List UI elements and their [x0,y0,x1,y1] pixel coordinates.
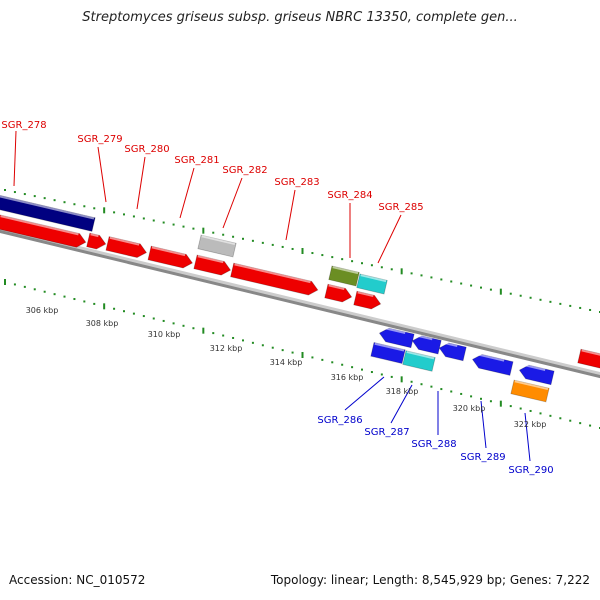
forward-gene-label[interactable]: SGR_281 [174,155,219,166]
reverse-gene-label[interactable]: SGR_286 [317,415,362,426]
genome-backbone [0,226,600,379]
reverse-gene-label[interactable]: SGR_290 [508,465,553,476]
forward-leader-line [136,156,146,210]
reverse-leader-line [524,412,531,462]
forward-leader-line [179,167,195,219]
forward-gene-label[interactable]: SGR_278 [1,120,46,131]
forward-gene-label[interactable]: SGR_282 [222,165,267,176]
reverse-leader-line [390,384,413,424]
backbone-line [0,229,600,379]
kbp-ruler-labels: 306 kbp 308 kbp 310 kbp 312 kbp 314 kbp 316 k… [26,306,547,429]
gene-arrow[interactable] [353,290,383,311]
gene-arrow[interactable] [197,234,237,258]
forward-leader-line [97,146,107,203]
forward-gene-label[interactable]: SGR_283 [274,177,319,188]
gene-arrow[interactable] [471,352,514,376]
gene-arrow[interactable] [86,232,108,251]
forward-gene-label[interactable]: SGR_285 [378,202,423,213]
gene-arrow[interactable] [356,273,388,295]
gene-arrow[interactable] [230,262,320,297]
gene-arrow[interactable] [0,214,87,249]
kbp-label: 320 kbp [453,404,486,413]
reverse-gene-label[interactable]: SGR_289 [460,452,505,463]
gene-arrow[interactable] [411,334,442,355]
gene-arrow[interactable] [378,326,415,349]
forward-gene-label[interactable]: SGR_279 [77,134,122,145]
label-leaders [13,130,531,462]
reverse-leader-line [480,400,487,449]
kbp-label: 306 kbp [26,306,59,315]
backbone-shadow [0,226,600,378]
gene-arrow[interactable] [577,348,600,370]
page-title: Streptomyces griseus subsp. griseus NBRC… [82,10,518,25]
kbp-label: 322 kbp [514,420,547,429]
reverse-gene-label[interactable]: SGR_287 [364,427,409,438]
gene-arrow[interactable] [0,192,96,232]
gene-arrow[interactable] [105,236,148,260]
forward-gene-label[interactable]: SGR_280 [124,144,169,155]
forward-gene-label[interactable]: SGR_284 [327,190,372,201]
gene-arrow[interactable] [518,363,555,386]
gene-arrow[interactable] [438,341,467,362]
gene-arrow[interactable] [147,245,194,270]
kbp-label: 310 kbp [148,330,181,339]
kbp-label: 312 kbp [210,344,243,353]
gene-arrow[interactable] [193,254,232,277]
kbp-label: 308 kbp [86,319,119,328]
forward-leader-line [285,189,296,241]
gene-arrow[interactable] [510,379,550,403]
kbp-label: 318 kbp [386,387,419,396]
reverse-gene-label[interactable]: SGR_288 [411,439,456,450]
genome-summary-text: Topology: linear; Length: 8,545,929 bp; … [270,573,590,587]
kbp-label: 316 kbp [331,373,364,382]
forward-leader-line [377,214,402,264]
accession-text: Accession: NC_010572 [9,573,146,587]
kbp-label: 314 kbp [270,358,303,367]
gene-arrow[interactable] [328,265,360,287]
gene-arrow[interactable] [324,283,354,304]
inner-tick-track [4,279,600,429]
forward-leader-line [222,177,243,229]
gene-arrow[interactable] [370,342,406,364]
reverse-leader-line [344,376,385,411]
outer-tick-track [4,189,600,313]
forward-leader-line [13,130,17,187]
gene-arrow[interactable] [402,350,436,372]
gene-features [0,192,600,403]
